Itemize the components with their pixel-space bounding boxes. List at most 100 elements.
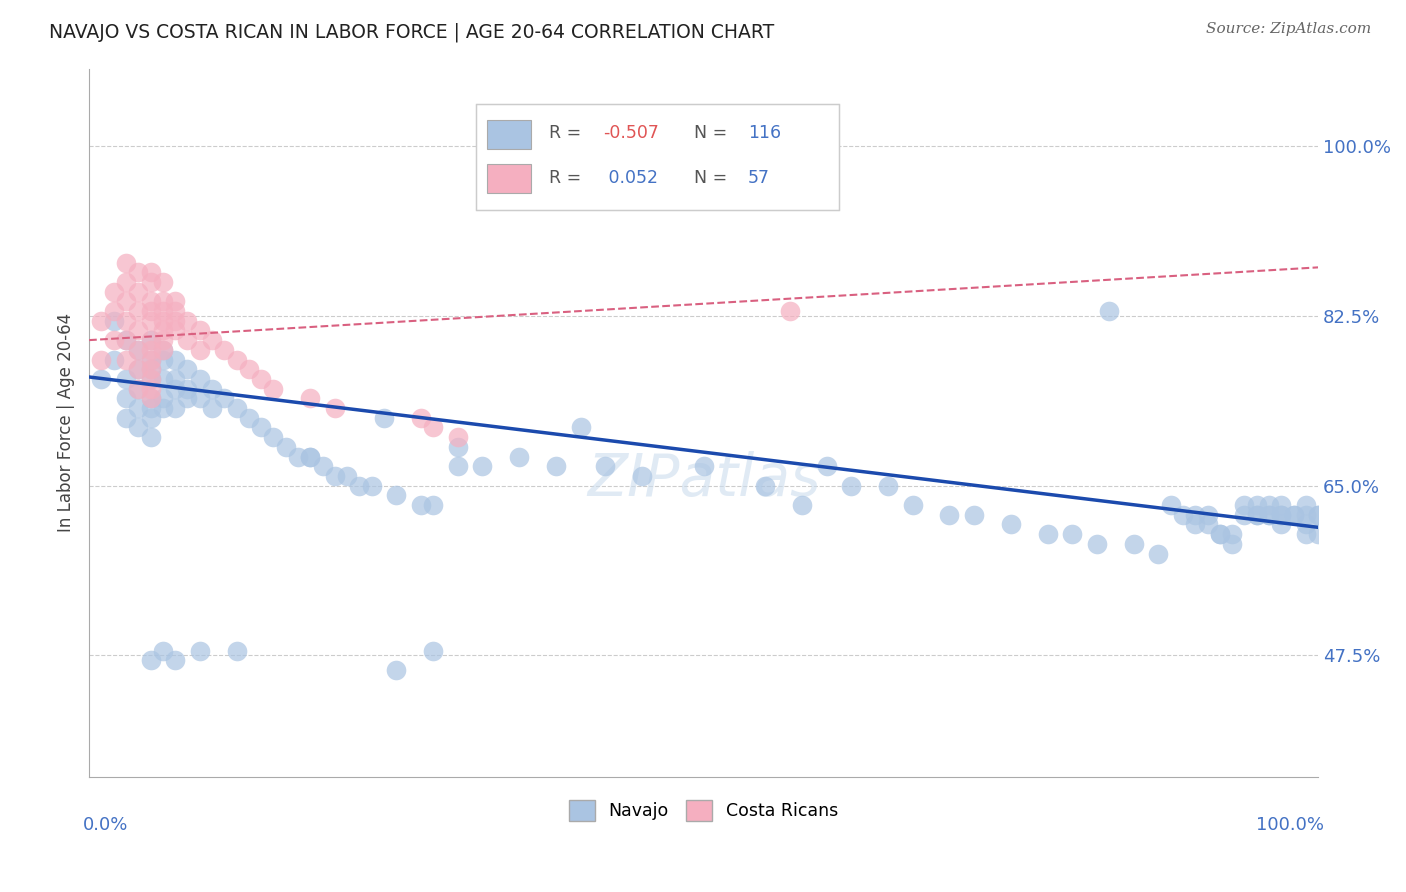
- Point: [1308, 508, 1330, 522]
- Point: [188, 392, 211, 406]
- Point: [1295, 498, 1317, 512]
- Point: [631, 469, 654, 483]
- Point: [349, 478, 371, 492]
- Point: [152, 323, 174, 337]
- Point: [176, 362, 198, 376]
- Point: [1147, 547, 1170, 561]
- Point: [152, 372, 174, 386]
- Point: [963, 508, 986, 522]
- Point: [1258, 508, 1281, 522]
- Text: NAVAJO VS COSTA RICAN IN LABOR FORCE | AGE 20-64 CORRELATION CHART: NAVAJO VS COSTA RICAN IN LABOR FORCE | A…: [49, 22, 775, 42]
- Point: [1197, 517, 1219, 532]
- Point: [152, 643, 174, 657]
- Point: [90, 372, 112, 386]
- Point: [225, 401, 247, 415]
- Point: [1233, 498, 1256, 512]
- Point: [938, 508, 960, 522]
- Point: [139, 372, 162, 386]
- Point: [1295, 527, 1317, 541]
- Point: [447, 430, 470, 444]
- Point: [1171, 508, 1194, 522]
- Point: [201, 401, 224, 415]
- Point: [839, 478, 862, 492]
- Point: [815, 459, 838, 474]
- Point: [139, 304, 162, 318]
- Point: [1122, 537, 1144, 551]
- Point: [360, 478, 382, 492]
- Point: [152, 333, 174, 347]
- Point: [127, 343, 149, 357]
- Point: [139, 333, 162, 347]
- Point: [546, 459, 568, 474]
- Point: [385, 488, 408, 502]
- Point: [1295, 508, 1317, 522]
- Point: [201, 333, 224, 347]
- Point: [1184, 508, 1206, 522]
- Point: [139, 294, 162, 309]
- Text: ZIPatlas: ZIPatlas: [586, 450, 820, 508]
- Point: [152, 392, 174, 406]
- Point: [103, 285, 125, 299]
- Point: [115, 275, 138, 289]
- Point: [214, 392, 236, 406]
- Y-axis label: In Labor Force | Age 20-64: In Labor Force | Age 20-64: [58, 313, 75, 533]
- Point: [152, 343, 174, 357]
- Point: [1270, 508, 1292, 522]
- Point: [754, 478, 776, 492]
- Point: [139, 265, 162, 279]
- Point: [385, 663, 408, 677]
- Point: [165, 653, 187, 667]
- Point: [139, 275, 162, 289]
- Point: [103, 314, 125, 328]
- Point: [1000, 517, 1022, 532]
- Point: [779, 304, 801, 318]
- Point: [139, 362, 162, 376]
- Point: [1209, 527, 1232, 541]
- Point: [225, 643, 247, 657]
- Point: [115, 255, 138, 269]
- Point: [508, 450, 530, 464]
- Point: [115, 410, 138, 425]
- Point: [176, 314, 198, 328]
- Point: [274, 440, 297, 454]
- Point: [1270, 508, 1292, 522]
- Point: [299, 450, 322, 464]
- Point: [1036, 527, 1059, 541]
- Text: 100.0%: 100.0%: [1257, 815, 1324, 833]
- Point: [1098, 304, 1121, 318]
- Point: [139, 653, 162, 667]
- Point: [139, 430, 162, 444]
- Point: [201, 382, 224, 396]
- Point: [336, 469, 359, 483]
- Point: [901, 498, 924, 512]
- Point: [323, 401, 346, 415]
- Point: [422, 420, 444, 434]
- Point: [1258, 498, 1281, 512]
- Point: [1246, 498, 1268, 512]
- Point: [1160, 498, 1182, 512]
- Point: [1246, 508, 1268, 522]
- Point: [139, 401, 162, 415]
- Point: [1282, 508, 1305, 522]
- Point: [311, 459, 333, 474]
- Point: [1308, 508, 1330, 522]
- Point: [115, 333, 138, 347]
- Point: [165, 294, 187, 309]
- Point: [127, 382, 149, 396]
- Point: [115, 352, 138, 367]
- Point: [127, 323, 149, 337]
- Point: [1233, 508, 1256, 522]
- Point: [188, 343, 211, 357]
- Point: [447, 440, 470, 454]
- Point: [139, 333, 162, 347]
- Point: [165, 352, 187, 367]
- Point: [593, 459, 616, 474]
- Point: [139, 372, 162, 386]
- Point: [127, 382, 149, 396]
- Point: [1295, 517, 1317, 532]
- Point: [90, 314, 112, 328]
- Point: [188, 372, 211, 386]
- Point: [127, 285, 149, 299]
- Point: [422, 643, 444, 657]
- Point: [115, 294, 138, 309]
